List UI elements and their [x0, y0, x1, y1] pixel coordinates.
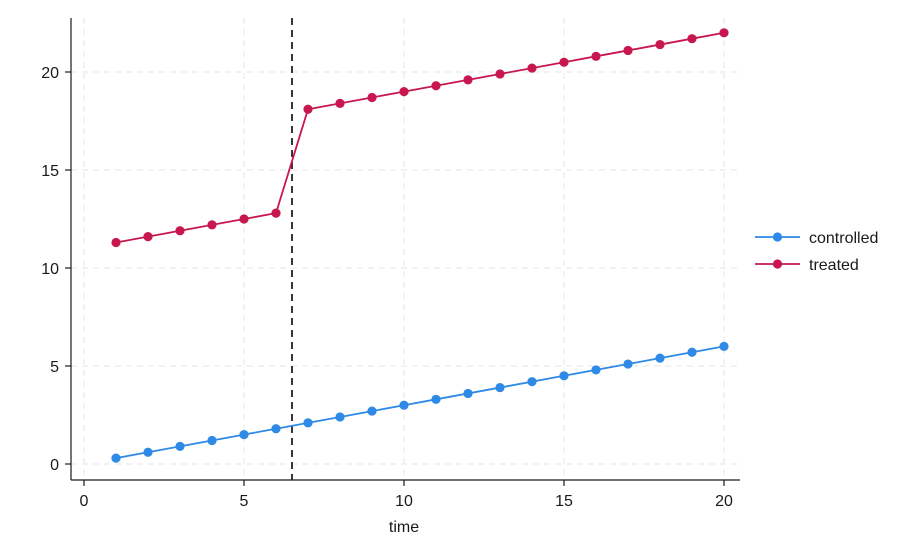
data-point-controlled	[495, 382, 505, 393]
x-tick-label: 20	[715, 493, 733, 510]
y-tick-label: 20	[41, 65, 59, 82]
data-point-treated	[303, 104, 313, 114]
data-point-treated	[175, 226, 185, 236]
data-point-treated	[495, 69, 505, 79]
legend-label: controlled	[809, 230, 878, 247]
legend-label: treated	[809, 257, 859, 274]
y-tick-label: 15	[41, 163, 59, 180]
data-point-treated	[559, 57, 569, 67]
data-point-controlled	[687, 347, 697, 357]
legend: controlled treated	[755, 230, 878, 274]
data-point-treated	[687, 34, 697, 44]
legend-item-treated: treated	[755, 257, 859, 274]
data-point-treated	[111, 237, 121, 248]
data-point-controlled	[559, 371, 569, 381]
data-point-controlled	[431, 394, 441, 404]
data-point-controlled	[239, 430, 249, 440]
data-point-controlled	[207, 435, 217, 446]
data-point-controlled	[623, 359, 633, 369]
data-point-treated	[271, 208, 281, 218]
x-tick-label: 5	[240, 493, 249, 510]
x-tick-label: 0	[80, 493, 89, 510]
data-point-treated	[239, 214, 249, 224]
legend-swatch-marker	[772, 232, 783, 242]
axes	[70, 18, 740, 481]
data-point-treated	[143, 232, 153, 242]
y-tick-label: 10	[41, 261, 59, 278]
data-point-controlled	[463, 388, 473, 399]
x-tick-label: 10	[395, 493, 413, 510]
data-point-controlled	[527, 377, 537, 387]
data-point-controlled	[111, 453, 121, 463]
data-point-controlled	[399, 400, 409, 410]
legend-item-controlled: controlled	[755, 230, 878, 247]
legend-swatch-marker	[772, 259, 783, 269]
series-line-controlled	[115, 345, 725, 460]
data-point-controlled	[367, 406, 377, 416]
series	[111, 28, 729, 463]
data-point-treated	[623, 45, 633, 56]
data-point-treated	[527, 63, 537, 73]
data-point-controlled	[143, 447, 153, 457]
data-point-treated	[431, 81, 441, 91]
data-point-treated	[719, 28, 729, 38]
data-point-treated	[207, 220, 217, 230]
y-tick-label: 0	[50, 457, 59, 474]
data-point-treated	[591, 51, 601, 61]
series-controlled	[111, 341, 729, 463]
data-point-controlled	[271, 424, 281, 434]
data-point-treated	[463, 75, 473, 85]
data-point-treated	[335, 98, 345, 108]
data-point-controlled	[655, 353, 665, 363]
data-point-controlled	[303, 418, 313, 428]
tick-marks: 0 5 10 15 20 0 5 10 15 20	[41, 65, 733, 510]
data-point-treated	[367, 92, 377, 103]
series-treated	[111, 28, 729, 248]
data-point-controlled	[335, 412, 345, 422]
data-point-controlled	[719, 341, 729, 351]
y-tick-label: 5	[50, 359, 59, 376]
x-tick-label: 15	[555, 493, 573, 510]
data-point-treated	[655, 39, 665, 50]
x-axis-title: time	[389, 519, 419, 536]
data-point-treated	[399, 87, 409, 97]
data-point-controlled	[591, 365, 601, 375]
data-point-controlled	[175, 441, 185, 451]
series-line-treated	[115, 31, 725, 244]
